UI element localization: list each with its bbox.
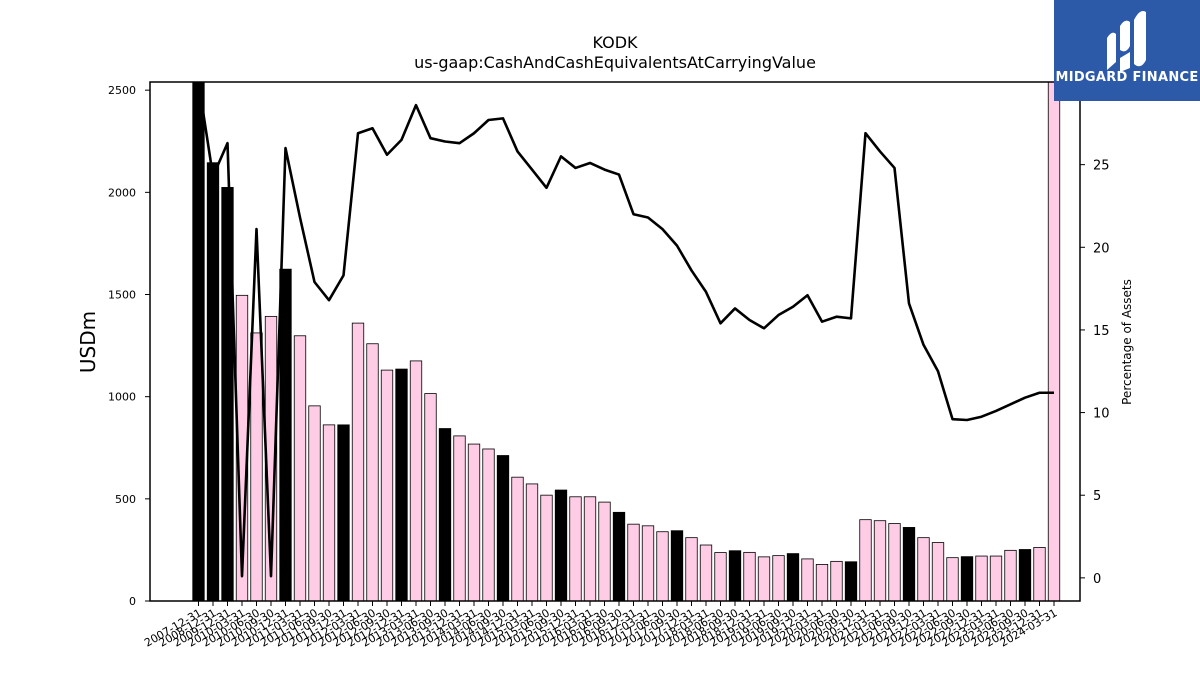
percentage-line (197, 81, 1054, 578)
bar (931, 542, 945, 602)
bar (960, 556, 974, 602)
bar (366, 343, 379, 602)
logo-mark-icon (1107, 11, 1146, 72)
bar (902, 527, 916, 602)
bar (714, 552, 727, 602)
bar (699, 544, 713, 602)
bar (786, 553, 800, 602)
bar (482, 448, 495, 602)
chart-subtitle: us-gaap:CashAndCashEquivalentsAtCarrying… (414, 53, 816, 72)
bar (641, 525, 655, 602)
y-tick-label: 500 (115, 493, 136, 506)
bar (337, 424, 350, 602)
bar (772, 555, 785, 602)
bar (308, 405, 321, 602)
bar (1033, 547, 1046, 602)
bar (873, 520, 887, 602)
y-right-tick-label: 10 (1093, 407, 1110, 422)
bar (424, 393, 437, 602)
bar (830, 560, 843, 602)
bar (206, 162, 220, 602)
y-right-tick-label: 15 (1093, 324, 1110, 339)
bar (656, 531, 669, 602)
bar (859, 519, 872, 602)
bar (279, 268, 292, 602)
bar (685, 537, 698, 602)
bar (627, 523, 640, 602)
bar (946, 557, 959, 602)
bar (380, 369, 394, 602)
bar (989, 555, 1003, 602)
bar (1047, 81, 1061, 602)
bar (815, 564, 829, 602)
bar (395, 368, 408, 602)
bar (975, 555, 988, 602)
y-tick-label: 1500 (108, 289, 136, 302)
bar (409, 360, 423, 602)
bar (496, 455, 510, 602)
bar (438, 428, 452, 602)
bar (511, 476, 524, 602)
right-axis: 0 5 10 15 20 25 (1080, 159, 1110, 587)
bar (1004, 549, 1017, 602)
bar (583, 496, 597, 602)
y-right-tick-label: 20 (1093, 241, 1110, 256)
bar (670, 530, 684, 602)
bar (1018, 549, 1032, 602)
bar (612, 511, 626, 602)
plot-frame (149, 81, 1081, 602)
bar (743, 551, 756, 602)
bar (293, 335, 307, 602)
logo-background (1054, 0, 1200, 101)
y-tick-label: 0 (129, 595, 136, 608)
bar (801, 558, 814, 602)
y-axis-right-label: Percentage of Assets (1120, 279, 1134, 405)
bar (728, 550, 742, 602)
y-right-tick-label: 25 (1093, 159, 1110, 174)
x-axis: 2007-12-312008-12-312009-12-312010-03-31… (142, 601, 1060, 650)
bar (554, 489, 568, 602)
bar (540, 494, 553, 602)
y-tick-label: 2000 (108, 186, 136, 199)
bar (757, 556, 771, 602)
bar (844, 561, 858, 602)
y-tick-label: 2500 (108, 84, 136, 97)
bar (453, 435, 466, 602)
bar (525, 483, 539, 602)
bar (888, 523, 901, 602)
bar (598, 501, 611, 602)
brand-logo: MIDGARD FINANCE (1054, 0, 1200, 101)
y-tick-label: 1000 (108, 391, 136, 404)
bar (467, 443, 481, 602)
bar (917, 537, 930, 602)
bar (351, 322, 365, 602)
y-right-tick-label: 5 (1093, 489, 1101, 504)
chart-title: KODK (592, 33, 638, 52)
bar-group (192, 81, 1061, 602)
bar (322, 424, 336, 602)
bar (250, 332, 263, 602)
bar (569, 496, 582, 602)
bar (192, 81, 205, 602)
logo-text: MIDGARD FINANCE (1055, 70, 1198, 85)
y-axis-label: USDm (76, 311, 100, 373)
left-axis: 0 500 1000 1500 2000 2500 (108, 84, 150, 608)
y-right-tick-label: 0 (1093, 572, 1101, 587)
